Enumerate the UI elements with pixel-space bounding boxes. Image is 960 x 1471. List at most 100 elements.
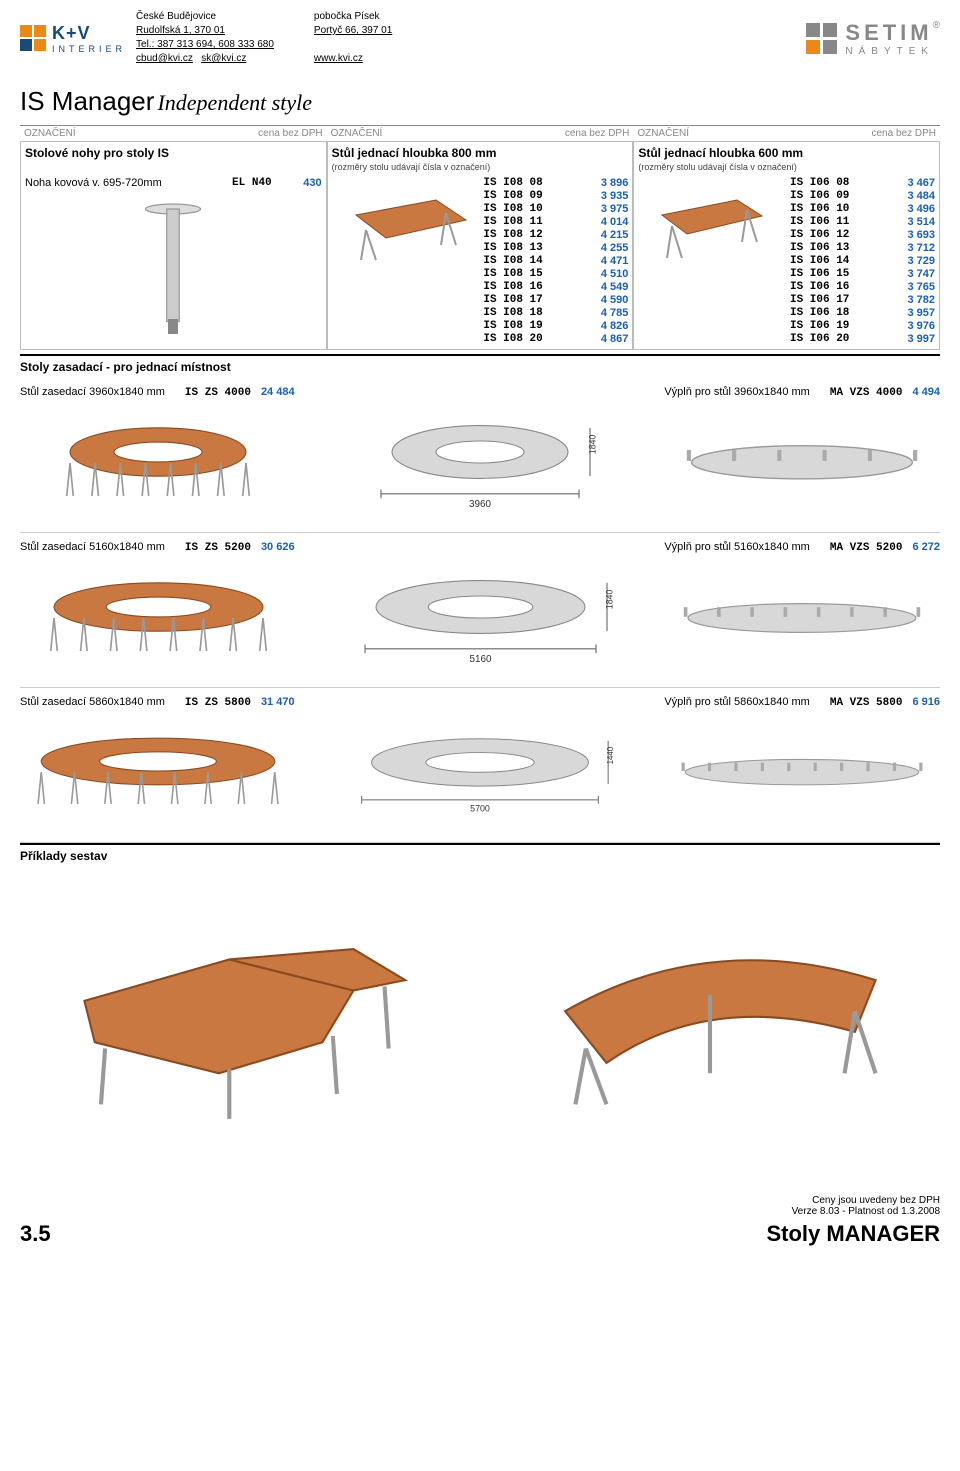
conference-table-plan-icon: 39601840 — [359, 408, 601, 518]
title-main: IS Manager — [20, 86, 154, 116]
z-img-3d — [20, 563, 296, 673]
section-table-600: Stůl jednací hloubka 600 mm (rozměry sto… — [633, 141, 940, 350]
s2-code: IS I08 14 — [483, 255, 573, 267]
kv-logo: K+V INTERIER — [20, 10, 126, 66]
s2-row: IS I08 154 510 — [480, 267, 628, 280]
s3-price: 3 693 — [890, 229, 935, 241]
svg-text:1440: 1440 — [606, 746, 615, 764]
s3-code: IS I06 19 — [790, 320, 880, 332]
s3-price-list: IS I06 083 467IS I06 093 484IS I06 103 4… — [787, 176, 935, 345]
z-img-plan: 5160 1840 — [342, 563, 618, 673]
s3-code: IS I06 08 — [790, 177, 880, 189]
s2-sub: (rozměry stolu udávají čísla v označení) — [332, 162, 629, 172]
s3-price: 3 747 — [890, 268, 935, 280]
setim-logo-text: SETIM — [845, 20, 932, 46]
s3-code: IS I06 10 — [790, 203, 880, 215]
s2-row: IS I08 184 785 — [480, 306, 628, 319]
z-img-3d — [20, 718, 296, 828]
s3-price: 3 997 — [890, 333, 935, 345]
s1-title: Stolové nohy pro stoly IS — [25, 146, 322, 160]
s3-price: 3 976 — [890, 320, 935, 332]
z-code2: MA VZS 5200 — [830, 542, 903, 554]
z-price2: 6 916 — [912, 696, 940, 708]
zasedaci-item-row: Stůl zasedací 5860x1840 mmIS ZS 580031 4… — [20, 688, 940, 713]
z-desc: Stůl zasedací 3960x1840 mm — [20, 386, 165, 398]
s2-code: IS I08 09 — [483, 190, 573, 202]
svg-text:1840: 1840 — [588, 434, 598, 454]
kv-logo-squares — [20, 25, 46, 51]
z-code: IS ZS 4000 — [185, 387, 251, 399]
s3-row: IS I06 103 496 — [787, 202, 935, 215]
s1-item: Noha kovová v. 695-720mm EL N40 430 — [25, 176, 322, 190]
s2-row: IS I08 14 4 471 — [480, 254, 628, 267]
s2-row: IS I08 093 935 — [480, 189, 628, 202]
s3-code: IS I06 09 — [790, 190, 880, 202]
s3-row: IS I06 123 693 — [787, 228, 935, 241]
s3-code: IS I06 11 — [790, 216, 880, 228]
z-price: 30 626 — [261, 541, 295, 553]
s2-price: 4 471 — [583, 255, 628, 267]
z-code: IS ZS 5200 — [185, 542, 251, 554]
title-sub: Independent style — [157, 90, 312, 115]
s2-price-list: IS I08 083 896IS I08 093 935IS I08 103 9… — [480, 176, 628, 345]
section-table-800: Stůl jednací hloubka 800 mm (rozměry sto… — [327, 141, 634, 350]
conference-table-3d-icon — [32, 563, 285, 673]
conference-table-3d-icon — [48, 408, 268, 518]
z-price: 24 484 — [261, 386, 295, 398]
table-800-icon — [336, 180, 476, 270]
example-config-2 — [503, 887, 917, 1135]
z-price2: 4 494 — [912, 386, 940, 398]
s3-row: IS I06 163 765 — [787, 280, 935, 293]
s2-code: IS I08 18 — [483, 307, 573, 319]
s3-row: IS I06 203 997 — [787, 332, 935, 345]
s3-price: 3 957 — [890, 307, 935, 319]
table-insert-icon — [664, 414, 940, 511]
setim-logo: SETIM ® NÁBYTEK — [806, 10, 940, 66]
s2-code: IS I08 15 — [483, 268, 573, 280]
z-img-3d — [20, 408, 296, 518]
table-600-icon — [642, 180, 782, 270]
address-block-2: pobočka Písek Portyč 66, 397 01 www.kvi.… — [314, 10, 392, 66]
s3-price: 3 765 — [890, 281, 935, 293]
example-config-1 — [43, 887, 457, 1135]
footer-version: Verze 8.03 - Platnost od 1.3.2008 — [766, 1206, 940, 1217]
svg-text:5160: 5160 — [469, 654, 492, 665]
svg-text:1840: 1840 — [604, 589, 614, 609]
s3-row: IS I06 183 957 — [787, 306, 935, 319]
page-header: K+V INTERIER České Budějovice Rudolfská … — [20, 10, 940, 66]
addr1-city: České Budějovice — [136, 10, 274, 24]
s3-row: IS I06 083 467 — [787, 176, 935, 189]
s2-code: IS I08 16 — [483, 281, 573, 293]
s2-code: IS I08 19 — [483, 320, 573, 332]
s2-row: IS I08 134 255 — [480, 241, 628, 254]
z-code2: MA VZS 5800 — [830, 697, 903, 709]
s2-code: IS I08 12 — [483, 229, 573, 241]
kv-logo-text: K+V — [52, 23, 126, 44]
s3-row: IS I06 133 712 — [787, 241, 935, 254]
svg-text:5700: 5700 — [470, 804, 490, 814]
table-insert-icon — [664, 735, 940, 809]
addr1-mail1[interactable]: cbud@kvi.cz — [136, 53, 193, 64]
s1-code: EL N40 — [172, 177, 272, 189]
s3-price: 3 712 — [890, 242, 935, 254]
zasedaci-images-row: 39601840 — [20, 403, 940, 533]
s2-code: IS I08 17 — [483, 294, 573, 306]
page-footer: 3.5 Ceny jsou uvedeny bez DPH Verze 8.03… — [20, 1195, 940, 1247]
addr1-mail2[interactable]: sk@kvi.cz — [201, 53, 246, 64]
s1-desc: Noha kovová v. 695-720mm — [25, 177, 172, 189]
conference-table-plan-icon: 5160 1840 — [343, 563, 618, 673]
s2-price: 4 255 — [583, 242, 628, 254]
ch2r: cena bez DPH — [565, 128, 629, 139]
s3-code: IS I06 15 — [790, 268, 880, 280]
page-title: IS Manager Independent style — [20, 86, 940, 117]
zasedaci-heading: Stoly zasadací - pro jednací místnost — [20, 354, 940, 378]
s3-row: IS I06 19 3 976 — [787, 319, 935, 332]
addr1-street: Rudolfská 1, 370 01 — [136, 24, 274, 38]
zasedaci-item-row: Stůl zasedací 5160x1840 mmIS ZS 520030 6… — [20, 533, 940, 558]
s2-price: 4 590 — [583, 294, 628, 306]
z-code: IS ZS 5800 — [185, 697, 251, 709]
addr2-www[interactable]: www.kvi.cz — [314, 53, 363, 64]
examples-row — [20, 867, 940, 1175]
ch2l: OZNAČENÍ — [331, 128, 383, 139]
s3-code: IS I06 17 — [790, 294, 880, 306]
